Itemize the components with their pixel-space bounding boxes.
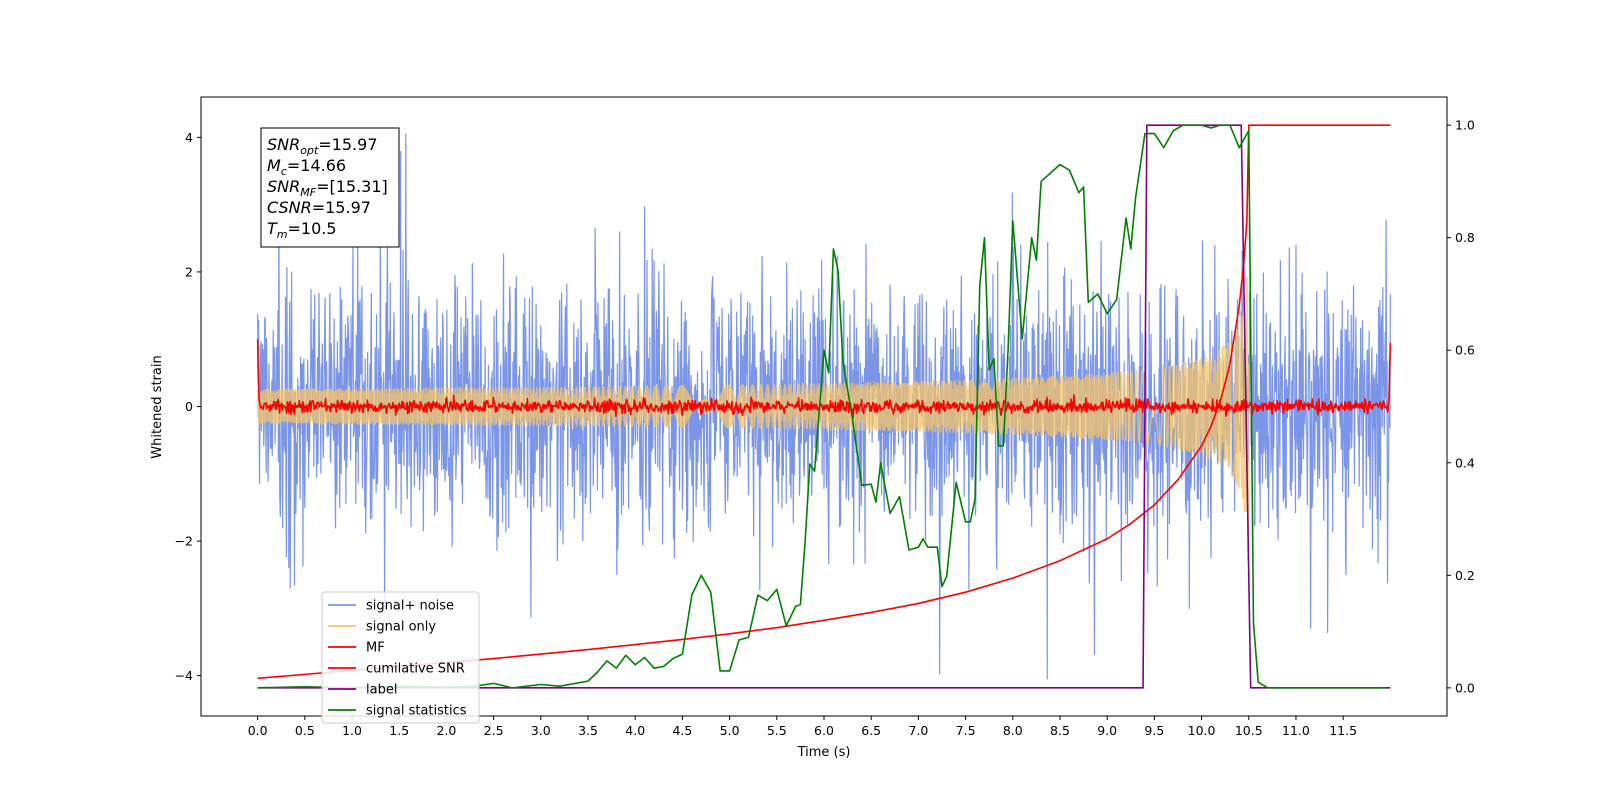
info-box-subscript: c: [281, 165, 287, 178]
y2-tick-label: 0.0: [1455, 680, 1475, 695]
y-axis-right: 0.0 0.2 0.4 0.6 0.8 1.0: [1447, 118, 1475, 695]
series-cumilative-snr: [257, 124, 1391, 680]
x-tick-label: 2.0: [436, 723, 456, 738]
x-tick-label: 3.0: [531, 723, 551, 738]
info-box-line: Mc=14.66: [267, 156, 346, 178]
x-tick-label: 5.5: [767, 723, 787, 738]
legend-label: MF: [366, 641, 385, 656]
legend-label: signal+ noise: [366, 599, 454, 614]
x-axis: 0.0 0.5 1.0 1.5 2.0 2.5 3.0 3.5 4.0 4.5 5.0 5.5 6.0 6…: [248, 716, 1357, 738]
x-tick-label: 9.5: [1144, 723, 1164, 738]
y2-tick-label: 1.0: [1455, 118, 1475, 133]
x-tick-label: 0.0: [248, 723, 268, 738]
legend-label: signal statistics: [366, 704, 467, 719]
x-tick-label: 6.5: [861, 723, 881, 738]
y-tick-label: −4: [175, 668, 193, 683]
info-box-frame: [260, 127, 400, 248]
info-box-value: =10.5: [288, 219, 337, 238]
x-tick-label: 5.0: [720, 723, 740, 738]
y2-tick-label: 0.4: [1455, 455, 1475, 470]
y2-tick-label: 0.2: [1455, 568, 1475, 583]
x-tick-label: 0.5: [295, 723, 315, 738]
series-signal-only: [256, 277, 1250, 562]
info-box-line: Tm=10.5: [267, 219, 337, 241]
series-mf: [256, 339, 1392, 419]
info-box-subscript: opt: [300, 144, 319, 157]
y2-tick-label: 0.8: [1455, 230, 1475, 245]
legend: signal+ noise signal only MF cumilative SNR…: [321, 591, 480, 724]
x-tick-label: 11.0: [1282, 723, 1310, 738]
y-axis-label: Whitened strain: [150, 355, 165, 458]
x-tick-label: 10.5: [1235, 723, 1263, 738]
info-box-symbol: M: [267, 156, 281, 175]
x-tick-label: 9.0: [1097, 723, 1117, 738]
info-box-line: SNRMF=[15.31]: [267, 177, 388, 199]
legend-frame: [321, 591, 480, 724]
info-box-value: =[15.31]: [316, 177, 388, 196]
info-box-subscript: MF: [300, 186, 316, 199]
x-tick-label: 4.0: [625, 723, 645, 738]
info-box-subscript: m: [277, 228, 288, 241]
info-box-symbol: SNR: [267, 135, 300, 154]
info-box: SNRopt=15.97Mc=14.66SNRMF=[15.31]CSNR=15…: [260, 127, 400, 248]
info-box-symbol: T: [267, 219, 278, 238]
legend-label: signal only: [366, 620, 436, 635]
y-tick-label: 2: [185, 264, 193, 279]
x-tick-label: 7.5: [956, 723, 976, 738]
series-signal-statistics: [257, 124, 1386, 689]
x-tick-label: 1.0: [342, 723, 362, 738]
info-box-value: =15.97: [312, 198, 371, 217]
y-tick-label: 4: [185, 130, 193, 145]
y2-tick-label: 0.6: [1455, 343, 1475, 358]
info-box-line: SNRopt=15.97: [267, 135, 378, 157]
x-tick-label: 10.0: [1188, 723, 1216, 738]
x-axis-label: Time (s): [797, 745, 851, 760]
x-tick-label: 8.5: [1050, 723, 1070, 738]
x-tick-label: 3.5: [578, 723, 598, 738]
x-tick-label: 8.0: [1003, 723, 1023, 738]
info-box-symbol: CSNR: [267, 198, 312, 217]
info-box-value: =15.97: [318, 135, 377, 154]
x-tick-label: 11.5: [1329, 723, 1357, 738]
series-layer: [256, 124, 1392, 689]
x-tick-label: 7.0: [908, 723, 928, 738]
x-tick-label: 2.5: [484, 723, 504, 738]
legend-label: cumilative SNR: [366, 662, 465, 677]
info-box-symbol: SNR: [267, 177, 300, 196]
legend-label: label: [366, 683, 397, 698]
x-tick-label: 4.5: [672, 723, 692, 738]
x-tick-label: 6.0: [814, 723, 834, 738]
y-axis-left: −4 −2 0 2 4: [175, 130, 201, 683]
y-tick-label: −2: [175, 534, 193, 549]
y-tick-label: 0: [185, 399, 193, 414]
info-box-value: =14.66: [287, 156, 346, 175]
x-tick-label: 1.5: [389, 723, 409, 738]
info-box-line: CSNR=15.97: [267, 198, 371, 217]
